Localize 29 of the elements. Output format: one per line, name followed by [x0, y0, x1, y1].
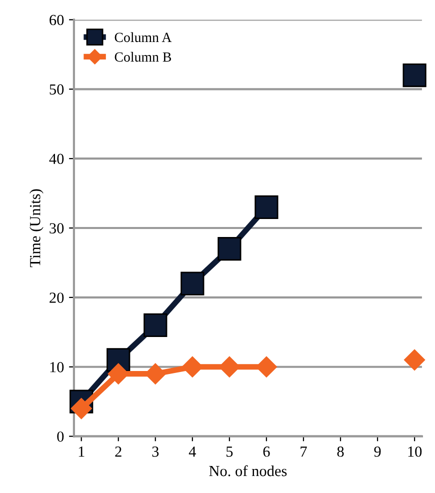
x-tick-label: 7	[300, 446, 307, 457]
x-tick-label: 6	[263, 446, 270, 457]
y-tick-label: 0	[57, 431, 64, 442]
legend-label: Column A	[114, 32, 172, 42]
y-tick-label: 10	[50, 362, 64, 372]
legend-label: Column B	[114, 52, 172, 62]
point	[254, 195, 278, 219]
y-tick-label: 60	[50, 14, 64, 26]
point	[144, 313, 168, 338]
point	[404, 349, 426, 370]
x-axis-title: No. of nodes	[209, 465, 287, 476]
point	[180, 272, 204, 296]
point	[70, 398, 92, 420]
y-axis-title: Time (Units)	[30, 189, 44, 268]
x-tick-label: 10	[408, 446, 422, 457]
x-tick-label: 5	[226, 446, 233, 457]
x-tick-label: 8	[337, 446, 344, 457]
point	[218, 237, 242, 261]
y-tick-label: 50	[50, 84, 64, 95]
y-tick-label: 40	[49, 154, 64, 164]
x-tick-label: 1	[78, 446, 84, 457]
x-tick-label: 4	[188, 446, 196, 457]
y-tick-label: 30	[50, 223, 64, 234]
y-tick-label: 20	[50, 292, 64, 303]
x-tick-label: 2	[115, 446, 122, 457]
point	[182, 356, 203, 378]
x-tick-label: 9	[374, 446, 381, 457]
x-tick-label: 3	[152, 446, 159, 457]
point	[402, 63, 426, 88]
